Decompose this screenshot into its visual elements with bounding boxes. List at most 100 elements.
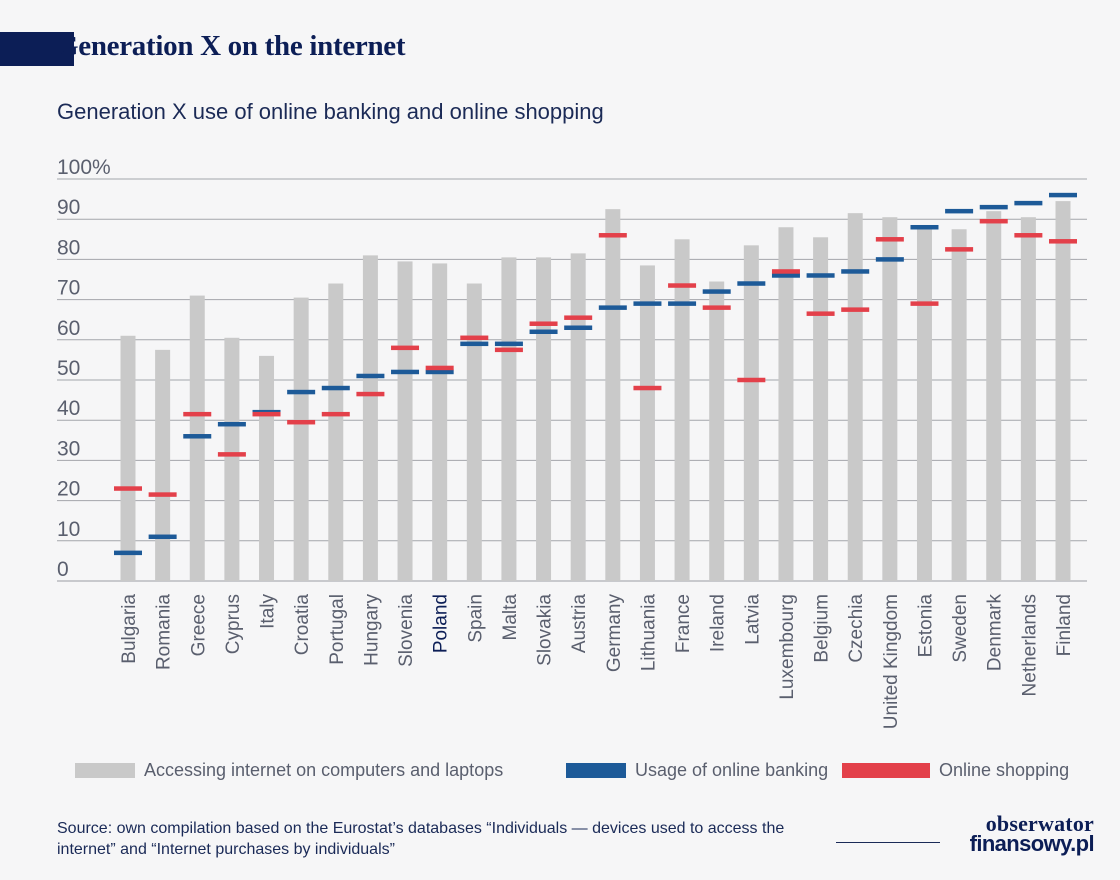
marker-shopping xyxy=(806,311,835,316)
bar-internet xyxy=(605,209,621,581)
legend-item-banking: Usage of online banking xyxy=(566,760,828,781)
bar-internet xyxy=(709,281,725,581)
x-tick-label: United Kingdom xyxy=(881,594,902,729)
x-tick-label: Romania xyxy=(154,594,175,670)
bar-internet xyxy=(1020,217,1036,581)
x-tick-label: Ireland xyxy=(708,594,729,652)
bar-internet xyxy=(986,211,1002,581)
marker-banking xyxy=(771,273,800,278)
shopping-markers xyxy=(114,218,1077,497)
marker-banking xyxy=(702,289,731,294)
bar-internet xyxy=(951,229,967,581)
x-tick-label: Portugal xyxy=(327,594,348,665)
marker-shopping xyxy=(1014,233,1043,238)
marker-shopping xyxy=(114,486,142,491)
bar-internet xyxy=(501,257,517,581)
x-tick-label: Luxembourg xyxy=(777,594,798,700)
marker-shopping xyxy=(252,411,281,417)
legend-swatch-shopping xyxy=(842,763,930,778)
marker-banking xyxy=(564,325,593,330)
bar-internet xyxy=(259,355,275,581)
x-tick-label: Bulgaria xyxy=(119,594,140,664)
marker-banking xyxy=(668,301,697,306)
marker-shopping xyxy=(910,301,939,306)
marker-banking xyxy=(114,550,142,556)
x-tick-label: Slovenia xyxy=(396,594,417,667)
marker-banking xyxy=(979,204,1008,210)
x-tick-label: Sweden xyxy=(950,594,971,663)
bar-internet xyxy=(432,263,448,581)
y-tick-label: 0 xyxy=(57,558,69,581)
marker-shopping xyxy=(425,365,454,371)
bar-internet xyxy=(813,237,829,582)
x-tick-label: Denmark xyxy=(985,594,1006,672)
x-tick-label: Germany xyxy=(604,594,625,673)
x-tick-label: Greece xyxy=(188,594,209,656)
bar-internet xyxy=(328,283,344,581)
legend-swatch-internet xyxy=(75,763,135,778)
bar-internet xyxy=(674,239,690,582)
marker-banking xyxy=(217,421,246,427)
marker-shopping xyxy=(771,269,800,274)
marker-banking xyxy=(945,208,974,214)
x-tick-label: Poland xyxy=(431,594,452,653)
marker-shopping xyxy=(321,411,350,417)
marker-shopping xyxy=(183,411,212,417)
marker-shopping xyxy=(564,315,593,320)
x-tick-label: Malta xyxy=(500,594,521,641)
publisher-logo: obserwator finansowy.pl xyxy=(944,813,1095,855)
source-note: Source: own compilation based on the Eur… xyxy=(57,820,785,858)
marker-shopping xyxy=(460,335,489,341)
marker-banking xyxy=(425,369,454,375)
marker-banking xyxy=(806,273,835,278)
marker-banking xyxy=(633,301,662,306)
marker-banking xyxy=(148,534,177,540)
marker-shopping xyxy=(1049,239,1077,244)
marker-shopping xyxy=(633,385,662,391)
marker-shopping xyxy=(598,233,627,238)
bar-internet xyxy=(397,261,413,581)
legend-label-internet: Accessing internet on computers and lapt… xyxy=(144,760,504,780)
bar-internet xyxy=(293,297,309,581)
marker-banking xyxy=(1049,192,1077,198)
marker-shopping xyxy=(287,419,316,425)
bar-internet xyxy=(155,349,171,581)
legend-label-banking: Usage of online banking xyxy=(635,760,829,780)
x-tick-label: Cyprus xyxy=(223,594,244,654)
x-tick-label: Italy xyxy=(258,594,279,629)
marker-shopping xyxy=(668,283,697,288)
marker-shopping xyxy=(702,305,731,310)
bar-internet xyxy=(916,229,932,581)
marker-shopping xyxy=(356,391,385,397)
y-tick-label: 40 xyxy=(57,397,80,420)
chart-legend: Accessing internet on computers and lapt… xyxy=(0,760,1120,788)
x-tick-label: Finland xyxy=(1054,594,1075,656)
y-tick-label: 30 xyxy=(57,437,80,460)
marker-banking xyxy=(875,257,904,262)
y-axis-tick-labels: 0 10 20 30 40 50 60 70 80 90 100% xyxy=(57,156,111,581)
y-tick-label: 70 xyxy=(57,277,80,300)
x-tick-label: France xyxy=(673,594,694,653)
bar-internet xyxy=(362,255,378,581)
legend-label-shopping: Online shopping xyxy=(939,760,1070,780)
y-tick-label: 10 xyxy=(57,518,80,541)
internet-bars xyxy=(120,201,1071,582)
x-tick-label: Croatia xyxy=(292,594,313,656)
marker-banking xyxy=(598,305,627,310)
x-tick-label: Spain xyxy=(465,594,486,643)
marker-banking xyxy=(183,434,212,439)
marker-shopping xyxy=(945,247,974,252)
x-tick-label: Estonia xyxy=(915,594,936,658)
marker-banking xyxy=(287,389,316,395)
marker-shopping xyxy=(841,307,870,312)
y-tick-label: 20 xyxy=(57,478,80,501)
x-tick-label: Netherlands xyxy=(1019,594,1040,696)
marker-shopping xyxy=(737,377,766,383)
source-divider xyxy=(836,842,940,843)
x-tick-label: Slovakia xyxy=(535,594,556,666)
x-tick-label: Latvia xyxy=(742,594,763,645)
marker-banking xyxy=(841,269,870,274)
y-tick-label: 50 xyxy=(57,357,80,380)
marker-shopping xyxy=(529,321,558,326)
